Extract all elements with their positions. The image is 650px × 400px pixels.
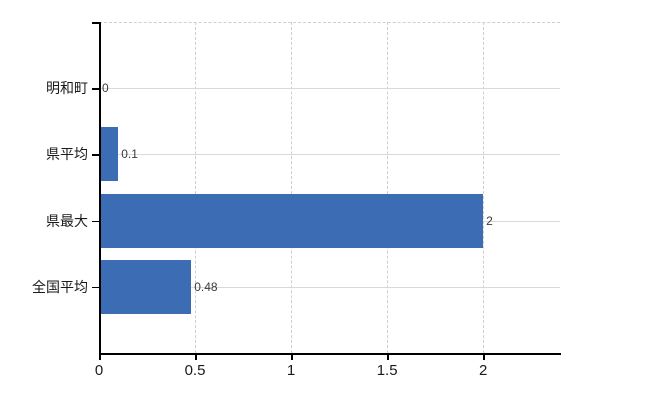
y-axis-tick	[92, 154, 99, 156]
x-tick-label: 1.5	[376, 362, 398, 379]
category-label: 県平均	[46, 146, 88, 163]
category-label: 明和町	[46, 80, 88, 97]
x-tick-label: 1	[286, 362, 296, 379]
y-axis-end-tick	[92, 22, 99, 24]
bar	[99, 193, 484, 248]
bar-value-label: 0	[102, 81, 109, 96]
vertical-gridline	[195, 22, 197, 353]
x-axis-tick	[195, 354, 197, 360]
bar	[99, 127, 119, 182]
bar-value-label: 2	[486, 213, 493, 228]
bar	[99, 259, 192, 314]
category-label: 全国平均	[32, 278, 88, 295]
y-axis-tick	[92, 220, 99, 223]
x-axis-tick	[387, 354, 389, 360]
bar-value-label: 0.1	[121, 147, 138, 162]
category-label: 県最大	[46, 212, 88, 229]
plot-top-border	[99, 22, 560, 23]
y-axis-tick	[92, 286, 99, 289]
x-axis-tick	[291, 354, 293, 360]
vertical-gridline	[483, 22, 485, 353]
x-tick-label: 2	[478, 362, 488, 379]
horizontal-gridline	[99, 286, 560, 288]
x-axis-tick	[483, 354, 485, 360]
vertical-gridline	[291, 22, 293, 353]
horizontal-gridline	[99, 88, 560, 90]
x-axis-tick	[99, 354, 101, 360]
y-axis	[99, 22, 101, 353]
x-axis	[99, 353, 561, 355]
vertical-gridline	[387, 22, 389, 353]
bar-value-label: 0.48	[194, 279, 218, 294]
y-axis-tick	[92, 88, 99, 90]
x-tick-label: 0	[94, 362, 104, 379]
horizontal-gridline	[99, 154, 560, 156]
x-tick-label: 0.5	[184, 362, 206, 379]
